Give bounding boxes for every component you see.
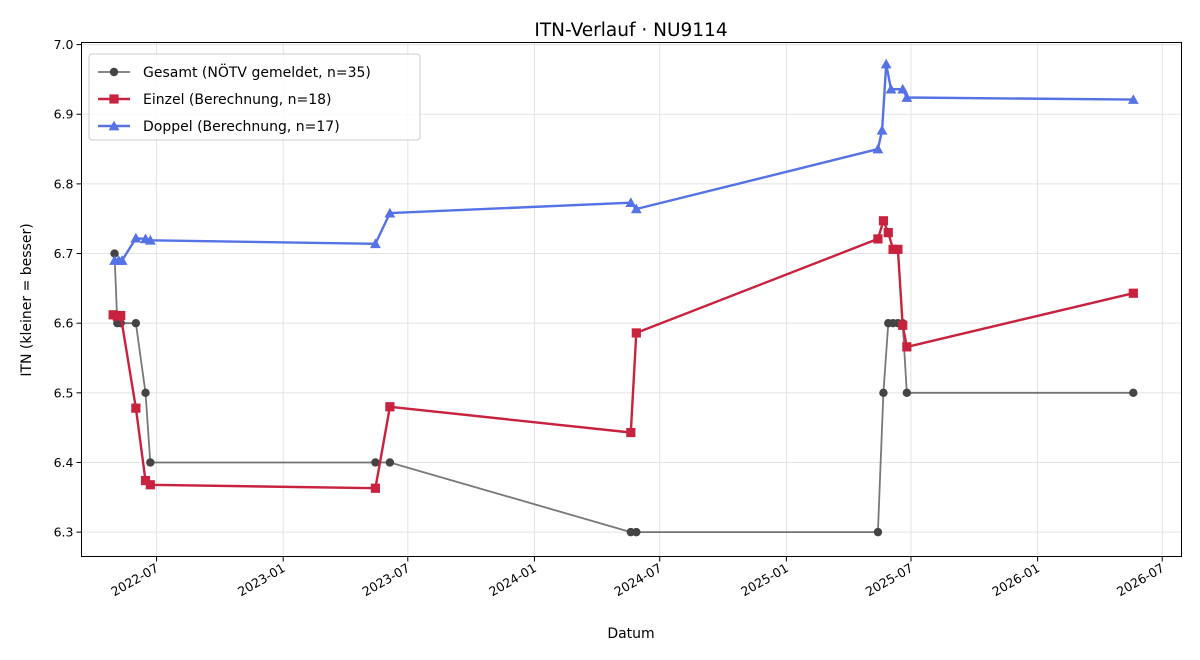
data-point (872, 143, 884, 154)
legend-marker (109, 67, 119, 77)
data-point (630, 203, 642, 214)
data-point (901, 92, 913, 102)
data-point (131, 403, 141, 413)
data-point (888, 244, 898, 254)
legend-box (88, 53, 421, 141)
data-point (146, 458, 155, 467)
series-triangle (109, 58, 1139, 265)
chart-title: ITN-Verlauf · NU9114 (534, 20, 727, 41)
legend-item: Doppel (Berechnung, n=17) (98, 119, 340, 135)
data-point (878, 216, 889, 226)
data-point (902, 342, 912, 352)
data-point (370, 483, 381, 493)
legend-label: Einzel (Berechnung, n=18) (143, 92, 332, 108)
y-tick-label: 7.0 (54, 37, 74, 52)
y-tick-label: 6.9 (54, 107, 74, 122)
legend-item: Gesamt (NÖTV gemeldet, n=35) (98, 63, 371, 81)
data-point (110, 249, 119, 258)
x-axis-label: Datum (607, 626, 654, 642)
data-point (141, 388, 150, 398)
legend-marker (109, 94, 119, 104)
y-tick-label: 6.5 (54, 385, 74, 400)
data-point (897, 83, 909, 94)
y-tick-label: 6.6 (54, 316, 74, 331)
y-axis-label: ITN (kleiner = besser) (19, 223, 35, 376)
data-point (632, 527, 641, 537)
data-point (885, 83, 897, 94)
data-point (145, 480, 155, 490)
data-point (880, 58, 892, 69)
data-point (385, 402, 395, 412)
legend-label: Doppel (Berechnung, n=17) (143, 119, 340, 135)
data-point (384, 207, 396, 218)
series-square (108, 216, 1138, 493)
data-point (873, 234, 883, 244)
data-point (883, 228, 893, 238)
y-axis: 6.3 6.4 6.5 6.6 6.7 6.8 6.9 7.0 (54, 37, 82, 540)
y-tick-label: 6.8 (54, 176, 74, 191)
data-point (625, 197, 637, 208)
data-point (370, 238, 381, 249)
data-point (876, 124, 888, 135)
data-point (893, 244, 903, 254)
data-point (626, 427, 636, 438)
data-point (902, 388, 912, 398)
data-point (1128, 288, 1138, 298)
data-point (131, 318, 141, 328)
y-tick-label: 6.4 (54, 455, 74, 470)
data-point (140, 475, 151, 486)
legend-item: Einzel (Berechnung, n=18) (98, 92, 332, 108)
y-tick-label: 6.3 (54, 525, 74, 540)
legend-marker (108, 120, 120, 131)
data-point (116, 255, 128, 265)
data-point (1127, 94, 1139, 104)
series-layer (108, 58, 1139, 537)
data-point (898, 320, 908, 330)
data-point (130, 232, 142, 243)
data-point (631, 328, 641, 338)
data-point (116, 310, 126, 321)
data-point (879, 388, 888, 398)
data-point (385, 458, 395, 467)
data-point (371, 458, 380, 467)
data-point (873, 527, 883, 537)
legend-label: Gesamt (NÖTV gemeldet, n=35) (143, 63, 371, 81)
legend: Gesamt (NÖTV gemeldet, n=35) Einzel (Bere… (88, 53, 421, 141)
data-point (1129, 388, 1138, 398)
data-point (144, 234, 156, 245)
series-line (112, 219, 1134, 490)
y-tick-label: 6.7 (54, 246, 74, 261)
plot-frame (81, 42, 1182, 557)
